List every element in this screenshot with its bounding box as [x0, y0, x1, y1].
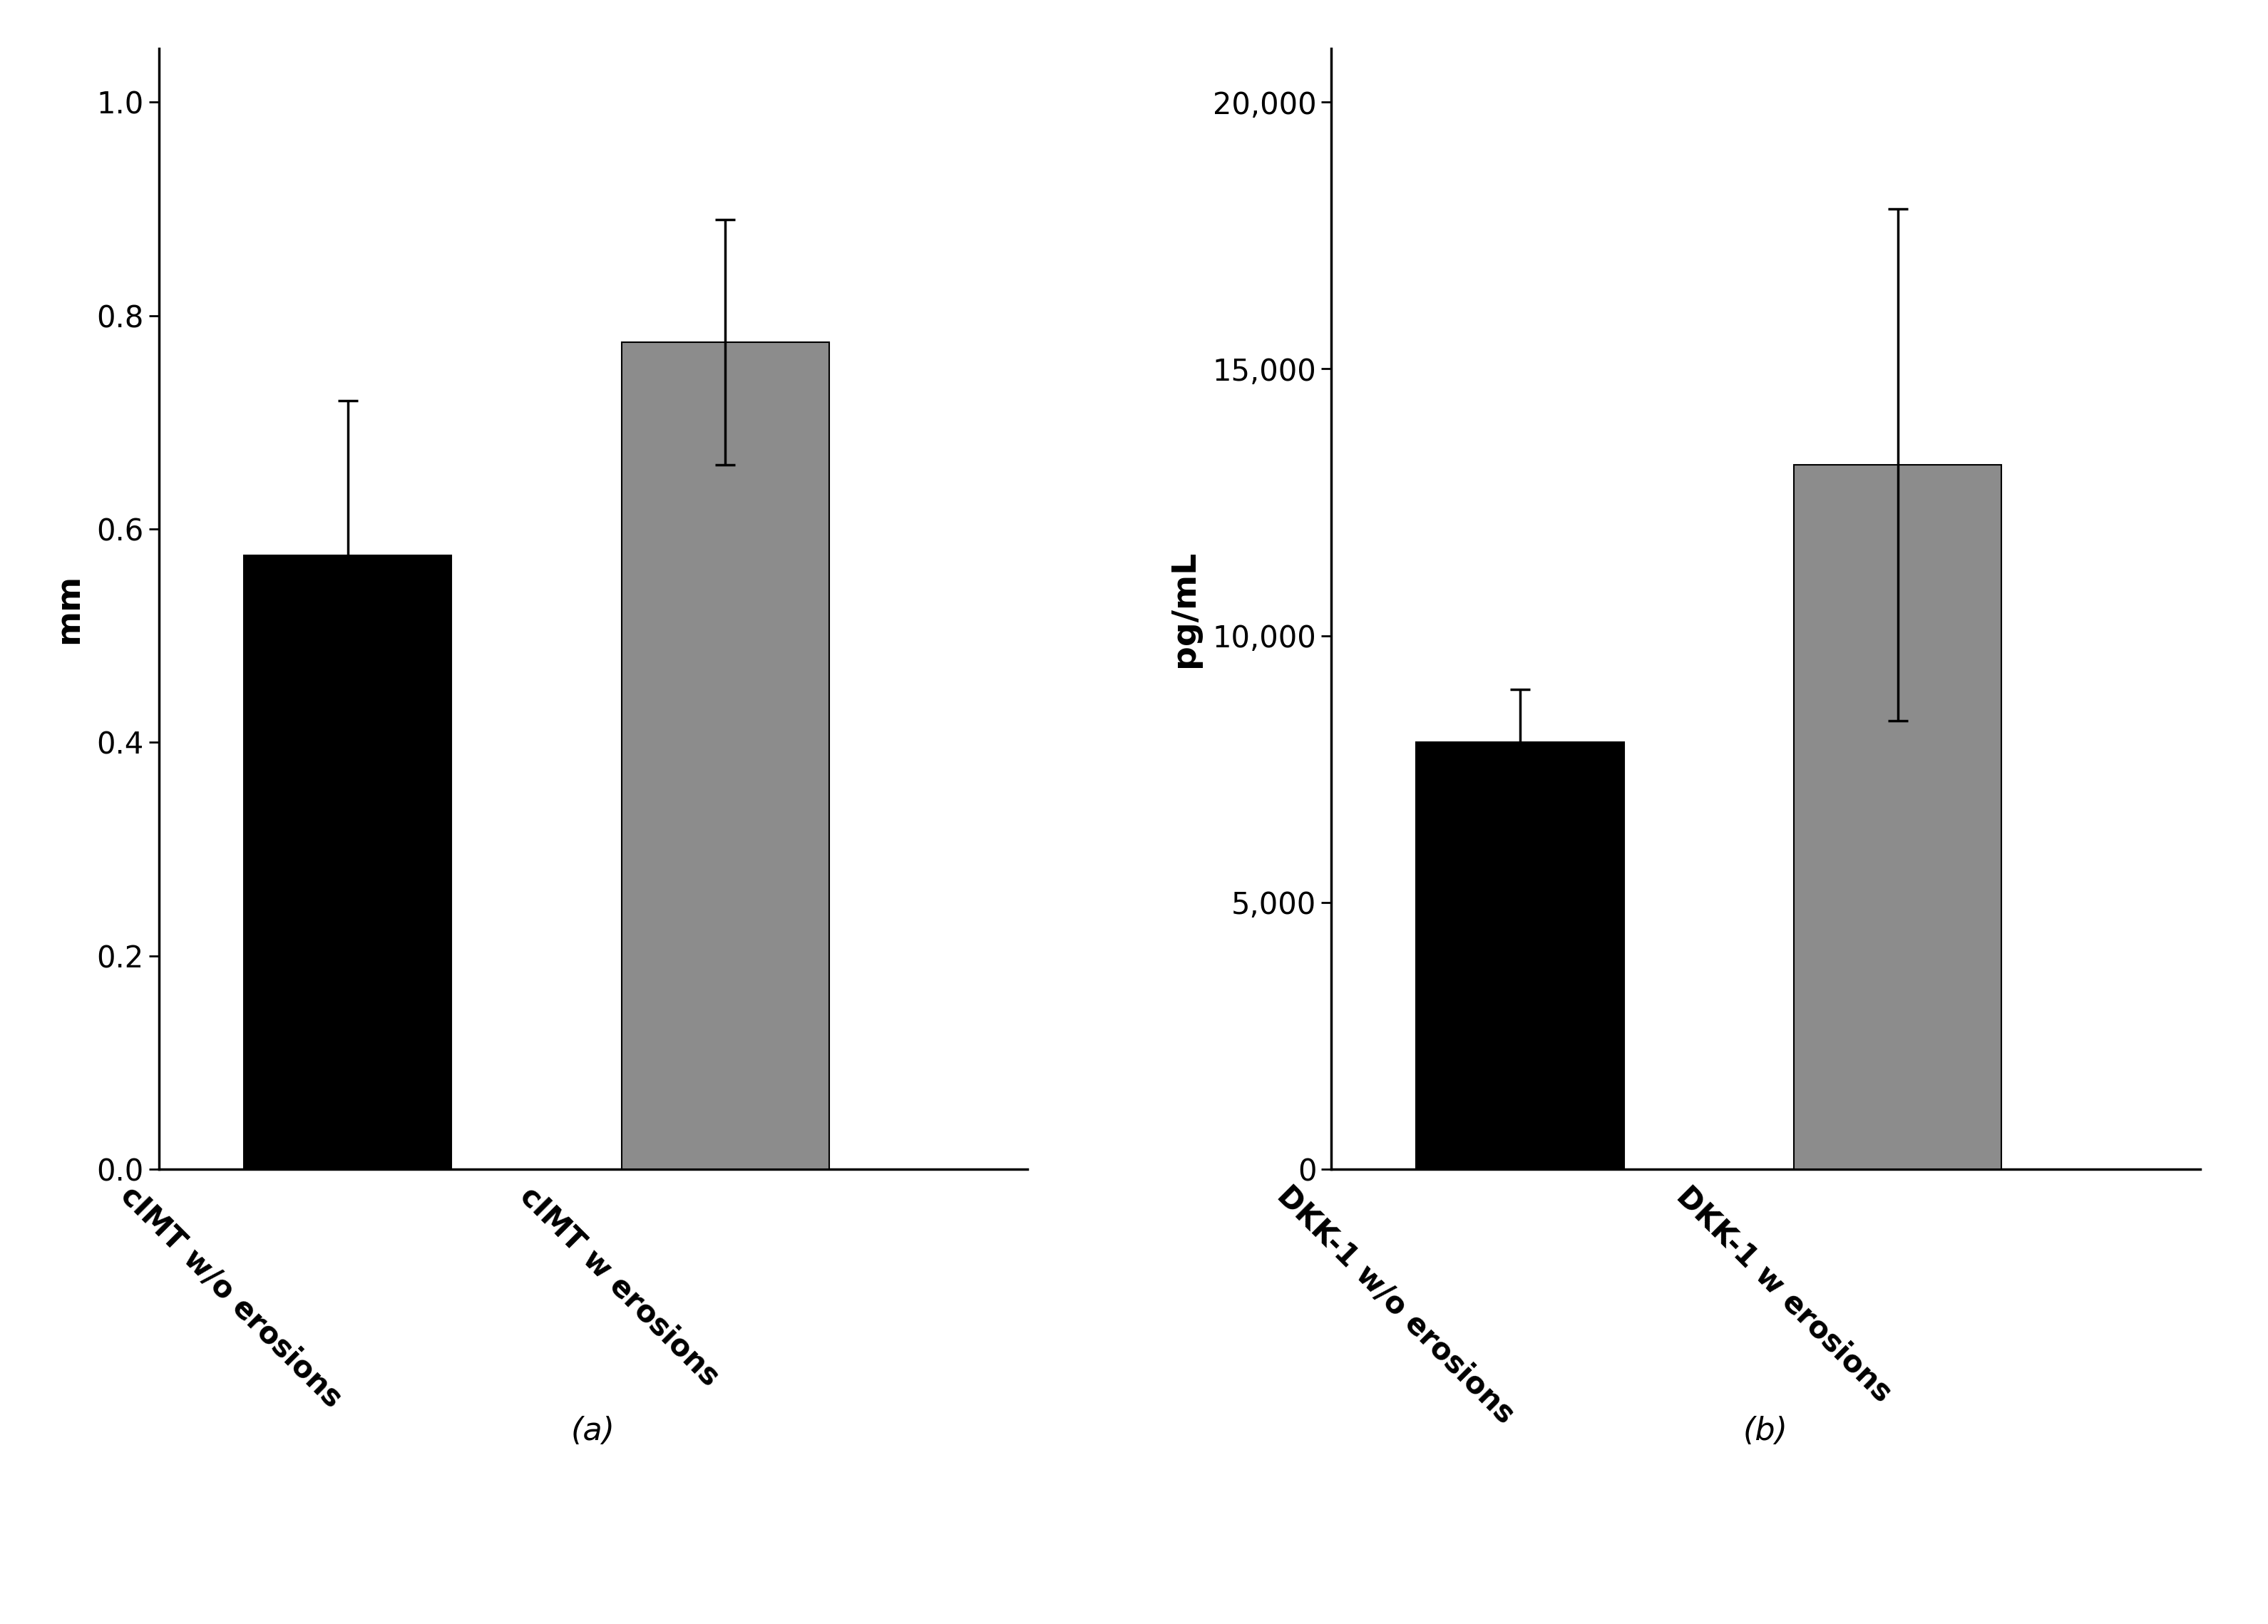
Bar — [1415, 742, 1624, 1169]
Text: (b): (b) — [1744, 1416, 1787, 1447]
Y-axis label: pg/mL: pg/mL — [1168, 551, 1200, 667]
Bar — [621, 343, 830, 1169]
Bar — [1794, 464, 2003, 1169]
Text: (a): (a) — [572, 1416, 615, 1447]
Y-axis label: mm: mm — [52, 573, 84, 645]
Bar — [243, 555, 451, 1169]
